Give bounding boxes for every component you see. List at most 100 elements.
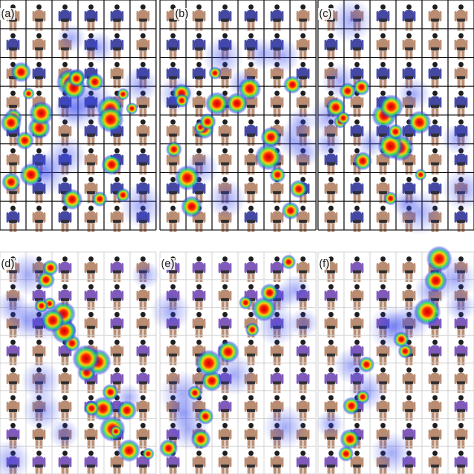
body-figure: [84, 284, 98, 310]
heat-hotspot: [336, 111, 351, 125]
panel-label: (d): [0, 258, 16, 270]
panel-label: (f): [318, 258, 331, 270]
body-figure: [428, 395, 442, 421]
body-figure: [84, 4, 98, 31]
panel-label: (a): [0, 8, 16, 20]
body-figure: [350, 284, 364, 310]
body-figure: [110, 311, 124, 338]
heat-hotspot: [283, 75, 302, 94]
body-figure: [324, 284, 338, 310]
body-figure: [136, 311, 150, 338]
body-figure: [350, 205, 364, 232]
heat-haze: [315, 256, 474, 474]
body-figure: [270, 256, 284, 282]
body-figure: [428, 450, 442, 474]
heat-hotspot: [377, 133, 404, 160]
body-figure: [454, 422, 468, 449]
heat-hotspot: [10, 61, 32, 83]
body-figure: [296, 450, 310, 474]
panel-e: (e): [150, 251, 319, 474]
body-figure: [166, 339, 180, 366]
body-figure: [192, 450, 206, 474]
body-figure: [136, 4, 150, 31]
body-figure: [32, 205, 46, 232]
body-figure: [428, 367, 442, 393]
heat-hotspot: [19, 163, 43, 187]
panel-label: (b): [174, 8, 190, 20]
body-figure: [136, 33, 150, 60]
body-figure: [324, 33, 338, 60]
body-figure: [84, 256, 98, 282]
body-figure: [402, 256, 416, 282]
heat-hotspot: [260, 283, 279, 303]
body-figure: [350, 176, 364, 204]
body-figure: [32, 4, 46, 31]
heat-hotspots: [0, 61, 139, 211]
body-figure: [376, 284, 390, 310]
body-figure: [270, 90, 284, 117]
body-figure: [244, 422, 258, 449]
body-figure: [324, 450, 338, 474]
heatmap-panel: [158, 0, 321, 232]
body-figure: [192, 256, 206, 282]
body-figure: [428, 339, 442, 366]
heat-hotspot: [269, 166, 286, 183]
body-figure: [32, 450, 46, 474]
body-figure: [84, 422, 98, 449]
heat-hotspot: [254, 143, 283, 171]
body-figure: [296, 33, 310, 60]
panel-c: (c): [309, 0, 474, 235]
body-figure: [218, 148, 232, 175]
heat-hotspot: [0, 112, 22, 134]
heat-hotspot: [245, 322, 260, 337]
body-figure: [136, 422, 150, 449]
body-figure: [6, 205, 20, 232]
body-figure: [218, 256, 232, 282]
heat-hotspot: [15, 131, 35, 150]
heat-hotspot: [413, 298, 442, 326]
body-figure: [244, 4, 258, 31]
heat-hotspots: [338, 245, 453, 462]
heat-hotspot: [142, 447, 155, 460]
body-figure: [244, 256, 258, 282]
body-figure: [58, 205, 72, 232]
heat-haze: [309, 0, 474, 235]
heat-hotspot: [260, 126, 282, 148]
body-figure: [428, 119, 442, 146]
body-figure: [110, 339, 124, 366]
heat-hotspot: [387, 123, 404, 140]
body-figure: [454, 33, 468, 60]
heat-hotspot: [174, 93, 189, 108]
body-figure: [6, 339, 20, 366]
body-figure: [454, 395, 468, 421]
body-figure: [110, 450, 124, 474]
heat-hotspot: [61, 188, 83, 211]
body-figure: [376, 33, 390, 60]
heatmap-panel: [309, 0, 474, 235]
heat-hotspot: [424, 269, 448, 293]
body-figure: [136, 339, 150, 366]
body-figure: [428, 33, 442, 60]
body-figure: [110, 256, 124, 282]
body-figure: [110, 61, 124, 89]
panel-label: (e): [160, 258, 176, 270]
heat-hotspot: [281, 254, 297, 270]
heat-hotspot: [109, 425, 122, 438]
body-figure: [376, 4, 390, 31]
body-figure: [192, 4, 206, 31]
body-figure: [324, 311, 338, 338]
heat-hotspot: [97, 106, 124, 133]
body-figure: [350, 256, 364, 282]
heat-hotspot: [85, 72, 105, 92]
body-figure: [454, 90, 468, 117]
heat-hotspot: [180, 195, 203, 218]
heat-hotspot: [238, 295, 253, 310]
body-figure: [454, 4, 468, 31]
heat-hotspot: [289, 179, 308, 199]
heat-hotspot: [22, 87, 35, 100]
heat-hotspot: [101, 154, 122, 176]
heat-hotspot: [339, 82, 357, 100]
body-figure: [376, 61, 390, 89]
heat-hotspot: [125, 102, 139, 115]
body-figure: [376, 256, 390, 282]
